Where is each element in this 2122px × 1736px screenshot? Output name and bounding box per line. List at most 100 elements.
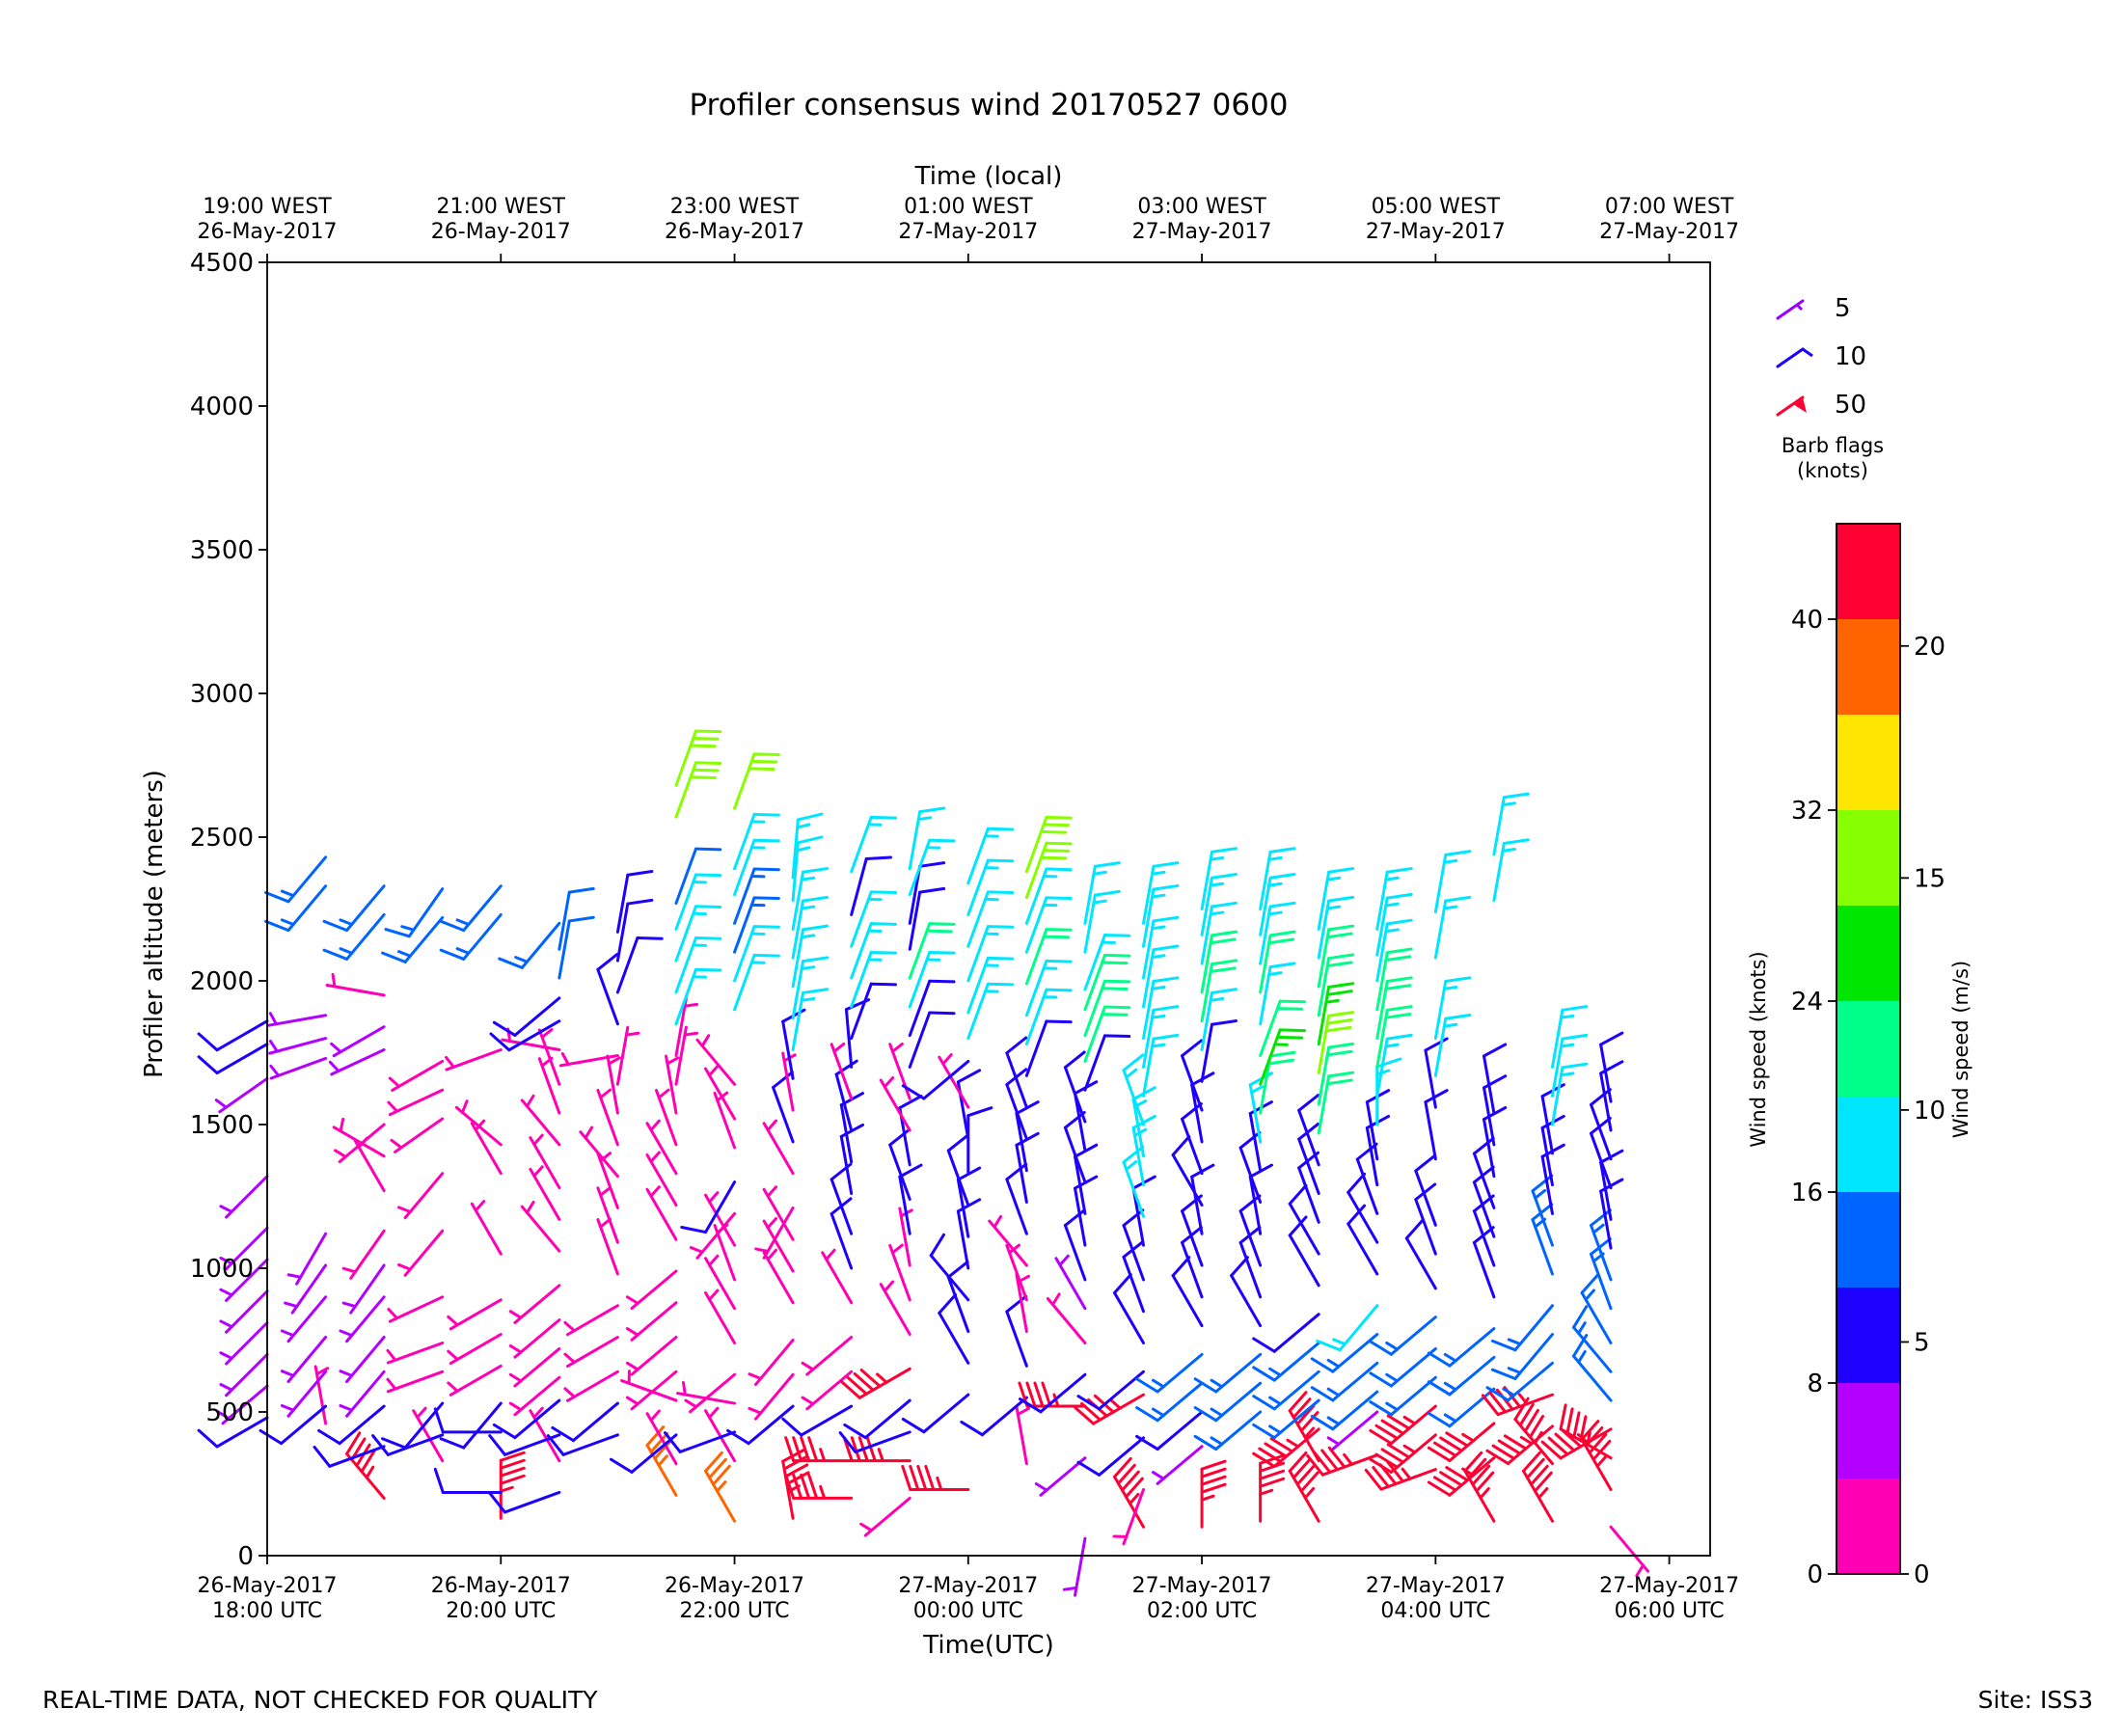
wind-barb bbox=[1375, 947, 1413, 1012]
wind-barb bbox=[1142, 976, 1180, 1041]
barb-full-feather bbox=[1181, 1102, 1203, 1121]
wind-barb bbox=[280, 1295, 328, 1343]
barb-half-feather bbox=[1051, 1292, 1061, 1307]
wind-barb bbox=[197, 1019, 269, 1052]
barb-shaft bbox=[1389, 1375, 1437, 1417]
barb-half-feather bbox=[1034, 1481, 1048, 1492]
barb-full-feather bbox=[551, 1425, 575, 1443]
barb-half-feather bbox=[1151, 1471, 1165, 1480]
barb-shaft bbox=[332, 1126, 386, 1158]
barb-full-feather bbox=[708, 1457, 727, 1479]
barb-shaft bbox=[1599, 1043, 1613, 1103]
barb-half-feather bbox=[819, 1484, 827, 1500]
footer-site: Site: ISS3 bbox=[1977, 1686, 2093, 1714]
barb-full-feather bbox=[807, 1436, 819, 1463]
barb-full-feather bbox=[498, 957, 524, 969]
barb-full-feather bbox=[1152, 1005, 1180, 1012]
barb-shaft bbox=[630, 1433, 678, 1474]
wind-barb bbox=[1046, 1292, 1087, 1344]
wind-barb bbox=[908, 1011, 956, 1069]
wind-barb bbox=[219, 1321, 269, 1366]
barb-full-feather bbox=[609, 1457, 634, 1474]
barb-half-feather bbox=[936, 1476, 943, 1491]
wind-barb bbox=[447, 1298, 503, 1331]
barb-half-feather bbox=[532, 1165, 544, 1178]
barb-full-feather bbox=[850, 1436, 861, 1463]
wind-barb bbox=[615, 936, 664, 994]
y-tick-label: 2500 bbox=[190, 824, 254, 853]
barb-full-feather bbox=[492, 1020, 517, 1037]
barb-half-feather bbox=[1501, 801, 1516, 807]
barb-full-feather bbox=[1152, 944, 1180, 952]
wind-barb bbox=[908, 861, 946, 925]
barb-shaft bbox=[1015, 1272, 1028, 1334]
barb-shaft bbox=[561, 1433, 619, 1456]
barb-full-feather bbox=[1324, 1025, 1352, 1033]
barb-shaft bbox=[225, 1289, 269, 1334]
barb-shaft bbox=[966, 827, 990, 885]
barb-full-feather bbox=[1475, 1471, 1495, 1493]
wind-barb bbox=[1112, 1487, 1146, 1546]
barb-shaft bbox=[1272, 1398, 1320, 1440]
barb-shaft bbox=[1248, 1175, 1263, 1235]
wind-barb bbox=[901, 1059, 970, 1100]
barb-shaft bbox=[674, 873, 697, 931]
barb-half-feather bbox=[330, 1042, 342, 1054]
wind-barb bbox=[1297, 1094, 1320, 1167]
barb-full-feather bbox=[1122, 1208, 1145, 1228]
barb-full-feather bbox=[1565, 1407, 1574, 1435]
barb-full-feather bbox=[636, 936, 664, 940]
barb-full-feather bbox=[1369, 1457, 1393, 1474]
legend-barb-shaft bbox=[1776, 347, 1805, 368]
barb-full-feather bbox=[1042, 823, 1070, 827]
barb-shaft bbox=[733, 867, 756, 925]
wind-barb bbox=[529, 1133, 561, 1190]
wind-barb bbox=[850, 890, 897, 948]
barb-shaft bbox=[1580, 1291, 1613, 1344]
wind-barb bbox=[596, 1217, 619, 1276]
barb-shaft bbox=[1181, 1209, 1204, 1267]
barb-shaft bbox=[791, 990, 805, 1052]
barb-half-feather bbox=[514, 956, 529, 963]
wind-barb bbox=[386, 1370, 445, 1394]
barb-full-feather bbox=[1210, 930, 1238, 937]
wind-barb bbox=[704, 1288, 737, 1344]
wind-barb bbox=[938, 1053, 970, 1109]
barb-shaft bbox=[704, 1469, 737, 1523]
barb-half-feather bbox=[657, 1088, 670, 1099]
barb-full-feather bbox=[752, 896, 780, 901]
barb-shaft bbox=[1272, 1427, 1320, 1468]
barb-shaft bbox=[830, 1212, 854, 1270]
barb-full-feather bbox=[1113, 1456, 1132, 1478]
barb-full-feather bbox=[749, 759, 778, 764]
barb-half-feather bbox=[1268, 1396, 1282, 1406]
barb-half-feather bbox=[1584, 1288, 1595, 1301]
wind-barb bbox=[1427, 1355, 1496, 1397]
barb-shaft bbox=[844, 1008, 854, 1069]
barb-shaft bbox=[922, 1393, 970, 1434]
barb-shaft bbox=[1288, 1469, 1320, 1523]
chart-title: Profiler consensus wind 20170527 0600 bbox=[690, 88, 1289, 122]
barb-full-feather bbox=[748, 767, 775, 772]
wind-barb bbox=[439, 884, 503, 933]
wind-barb bbox=[898, 1163, 923, 1235]
barb-full-feather bbox=[1268, 847, 1296, 854]
barb-half-feather bbox=[1268, 1424, 1282, 1435]
barb-full-feather bbox=[1503, 1434, 1528, 1451]
wind-barb bbox=[1424, 1089, 1449, 1161]
wind-barb bbox=[1317, 1011, 1355, 1074]
barb-full-feather bbox=[1297, 1094, 1319, 1112]
barb-full-feather bbox=[960, 1420, 984, 1437]
barb-half-feather bbox=[1210, 1407, 1224, 1418]
barb-shaft bbox=[1590, 1252, 1613, 1311]
barb-shaft bbox=[888, 1043, 911, 1100]
barb-full-feather bbox=[869, 815, 897, 820]
barb-shaft bbox=[225, 1258, 269, 1302]
wind-barb bbox=[596, 953, 619, 1026]
barb-full-feather bbox=[928, 950, 956, 955]
barb-shaft bbox=[654, 1088, 678, 1147]
barb-full-feather bbox=[1039, 855, 1068, 860]
barb-half-feather bbox=[800, 996, 816, 1002]
barb-full-feather bbox=[197, 1055, 219, 1075]
